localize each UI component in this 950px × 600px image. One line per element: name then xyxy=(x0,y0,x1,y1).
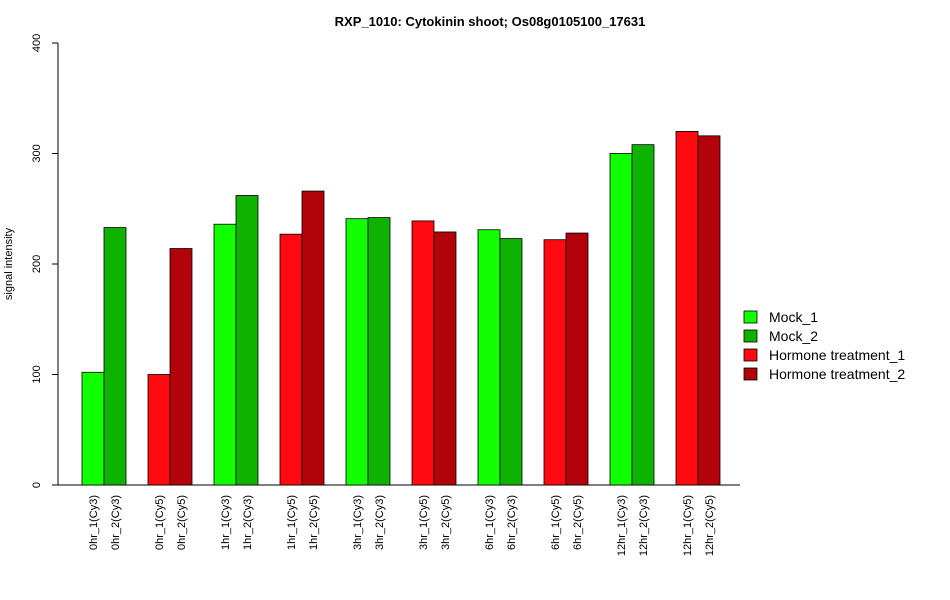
legend-label: Hormone treatment_2 xyxy=(769,366,905,382)
legend-label: Hormone treatment_1 xyxy=(769,347,905,363)
legend-swatch xyxy=(743,348,758,362)
x-tick-label: 6hr_1(Cy5) xyxy=(550,495,562,550)
bar xyxy=(609,153,633,486)
x-tick-label: 12hr_2(Cy3) xyxy=(638,495,650,556)
bar xyxy=(543,239,567,486)
x-tick-label: 3hr_1(Cy5) xyxy=(418,495,430,550)
y-axis: 0 100 200 300 400 xyxy=(31,34,59,488)
x-tick-label: 6hr_2(Cy5) xyxy=(572,495,584,550)
legend-swatch xyxy=(743,310,758,324)
x-tick-label: 0hr_2(Cy3) xyxy=(110,495,122,550)
x-tick-label: 0hr_1(Cy3) xyxy=(88,495,100,550)
x-tick-label: 1hr_2(Cy5) xyxy=(308,495,320,550)
bar xyxy=(477,229,501,486)
x-tick-label: 0hr_1(Cy5) xyxy=(154,495,166,550)
legend: Mock_1 Mock_2 Hormone treatment_1 Hormone t… xyxy=(743,309,905,382)
bars xyxy=(81,130,721,486)
legend-swatch xyxy=(743,367,758,381)
x-tick-label: 12hr_1(Cy5) xyxy=(682,495,694,556)
y-tick-label: 0 xyxy=(31,482,43,488)
y-tick-label: 200 xyxy=(31,255,43,273)
x-tick-label: 6hr_1(Cy3) xyxy=(484,495,496,550)
bar xyxy=(235,195,259,486)
x-tick-label: 0hr_2(Cy5) xyxy=(176,495,188,550)
bar xyxy=(279,233,303,486)
x-tick-label: 3hr_2(Cy3) xyxy=(374,495,386,550)
bar xyxy=(169,248,193,486)
bar xyxy=(411,220,435,486)
bar xyxy=(103,227,127,486)
x-tick-label: 6hr_2(Cy3) xyxy=(506,495,518,550)
y-tick-label: 400 xyxy=(31,34,43,52)
y-axis-label: signal intensity xyxy=(3,227,15,300)
legend-label: Mock_2 xyxy=(769,328,818,344)
bar xyxy=(367,217,391,486)
x-tick-label: 12hr_1(Cy3) xyxy=(616,495,628,556)
bar xyxy=(301,190,325,486)
x-tick-label: 3hr_1(Cy3) xyxy=(352,495,364,550)
bar xyxy=(697,135,721,486)
x-tick-label: 1hr_2(Cy3) xyxy=(242,495,254,550)
bar xyxy=(631,144,655,486)
legend-swatch xyxy=(743,329,758,343)
x-tick-label: 12hr_2(Cy5) xyxy=(704,495,716,556)
bar xyxy=(565,232,589,486)
bar xyxy=(81,371,105,486)
chart-title: RXP_1010: Cytokinin shoot; Os08g0105100_… xyxy=(335,14,646,29)
x-tick-label: 1hr_1(Cy3) xyxy=(220,495,232,550)
bar xyxy=(345,218,369,486)
bar xyxy=(433,231,457,486)
y-tick-label: 100 xyxy=(31,365,43,383)
bar xyxy=(499,238,523,486)
x-tick-labels: 0hr_1(Cy3) 0hr_2(Cy3) 0hr_1(Cy5) 0hr_2(Cy5)… xyxy=(88,495,716,556)
bar xyxy=(675,130,699,486)
x-tick-label: 1hr_1(Cy5) xyxy=(286,495,298,550)
legend-label: Mock_1 xyxy=(769,309,818,325)
bar xyxy=(213,223,237,486)
bar xyxy=(147,374,171,486)
y-tick-label: 300 xyxy=(31,144,43,162)
x-tick-label: 3hr_2(Cy5) xyxy=(440,495,452,550)
